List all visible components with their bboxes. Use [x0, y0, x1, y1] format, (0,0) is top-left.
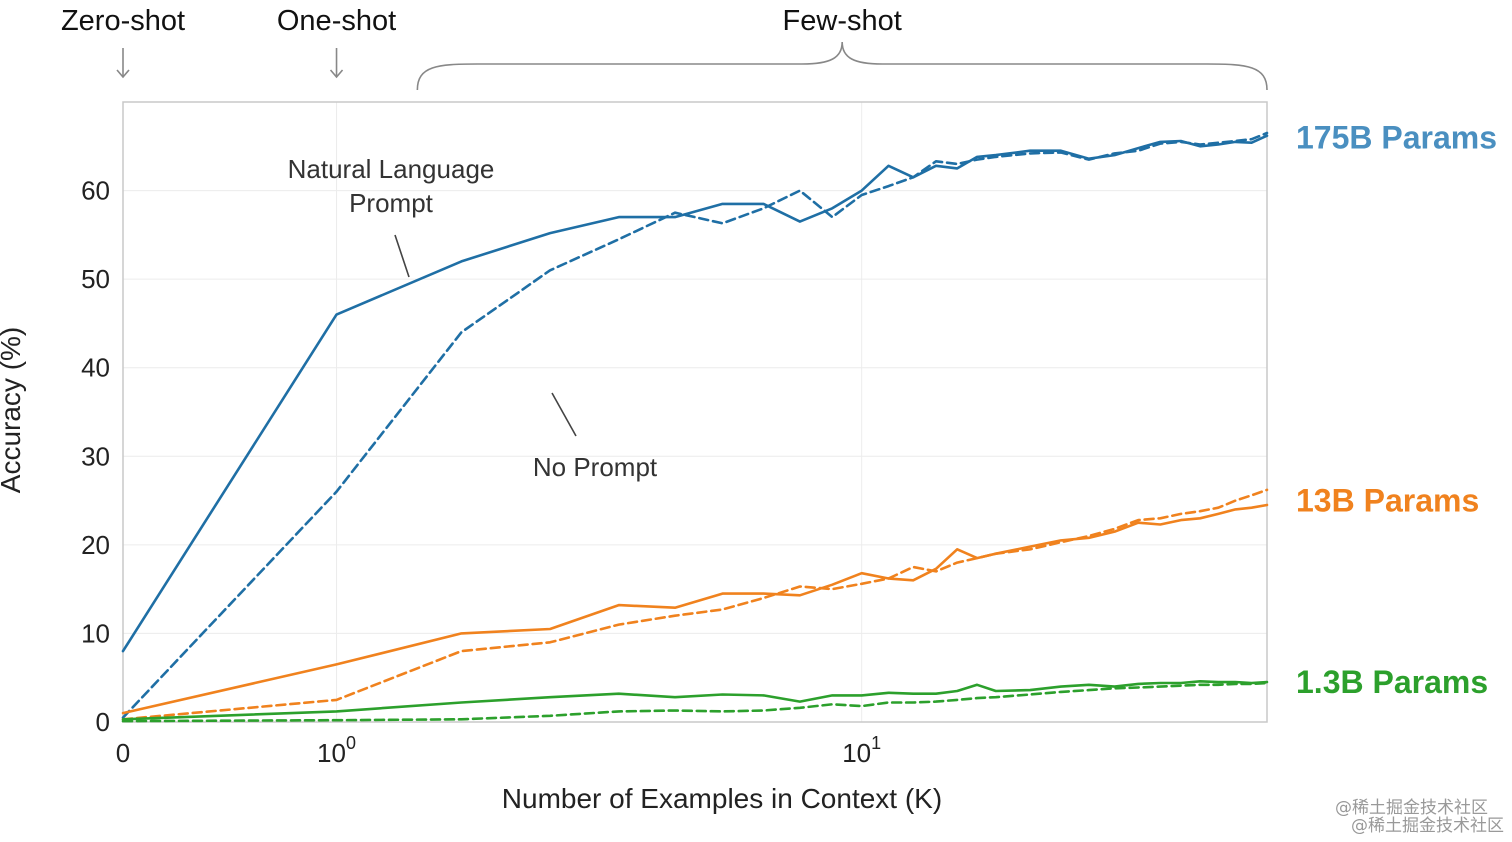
watermark-line-2: @稀土掘金技术社区 [1351, 816, 1504, 836]
y-tick-label: 10 [81, 618, 110, 648]
series-layer [121, 131, 1269, 723]
series-labels: 175B Params 13B Params 1.3B Params [1296, 119, 1497, 700]
annotation-leader [551, 392, 577, 437]
series-line-13b-params-dashed [121, 488, 1269, 721]
regime-label: Zero-shot [61, 5, 185, 37]
series-line-1-3b-params-solid [121, 680, 1269, 721]
regime-arrow-head [116, 69, 130, 79]
regime-label: One-shot [277, 5, 396, 37]
y-tick-label: 50 [81, 264, 110, 294]
series-label: 1.3B Params [1296, 664, 1488, 700]
annotation-leader [394, 234, 410, 278]
plot-frame [122, 101, 1268, 723]
y-tick-label: 30 [81, 441, 110, 471]
watermark-line-1: @稀土掘金技术社区 [1335, 798, 1488, 818]
grid-layer [123, 102, 1267, 722]
series-line-175b-params-solid [121, 134, 1269, 653]
annotation-label: No Prompt [533, 452, 658, 482]
regime-markers: Zero-shot One-shot Few-shot [61, 5, 1268, 91]
regime-label: Few-shot [783, 5, 902, 37]
annotation-label: Natural Language Prompt [288, 154, 495, 218]
x-tick-labels: 0 100 101 [116, 733, 881, 768]
x-axis-title: Number of Examples in Context (K) [502, 783, 942, 814]
y-tick-label: 0 [96, 707, 110, 737]
y-tick-labels: 0 10 20 30 40 50 60 [81, 176, 110, 737]
y-tick-label: 20 [81, 530, 110, 560]
regime-arrow-head [329, 69, 344, 79]
few-shot-brace [416, 41, 1268, 91]
y-tick-label: 40 [81, 353, 110, 383]
x-tick-label: 0 [116, 738, 130, 768]
series-line-175b-params-dashed [121, 131, 1269, 719]
series-line-13b-params-solid [121, 503, 1269, 715]
series-label: 13B Params [1296, 483, 1479, 519]
annotations: Natural Language Prompt No Prompt [288, 154, 658, 482]
series-line-1-3b-params-dashed [121, 681, 1269, 723]
x-tick-label: 100 [317, 733, 356, 768]
x-tick-label: 101 [842, 733, 881, 768]
series-label: 175B Params [1296, 119, 1497, 155]
y-axis-title: Accuracy (%) [0, 327, 26, 493]
y-tick-label: 60 [81, 176, 110, 206]
